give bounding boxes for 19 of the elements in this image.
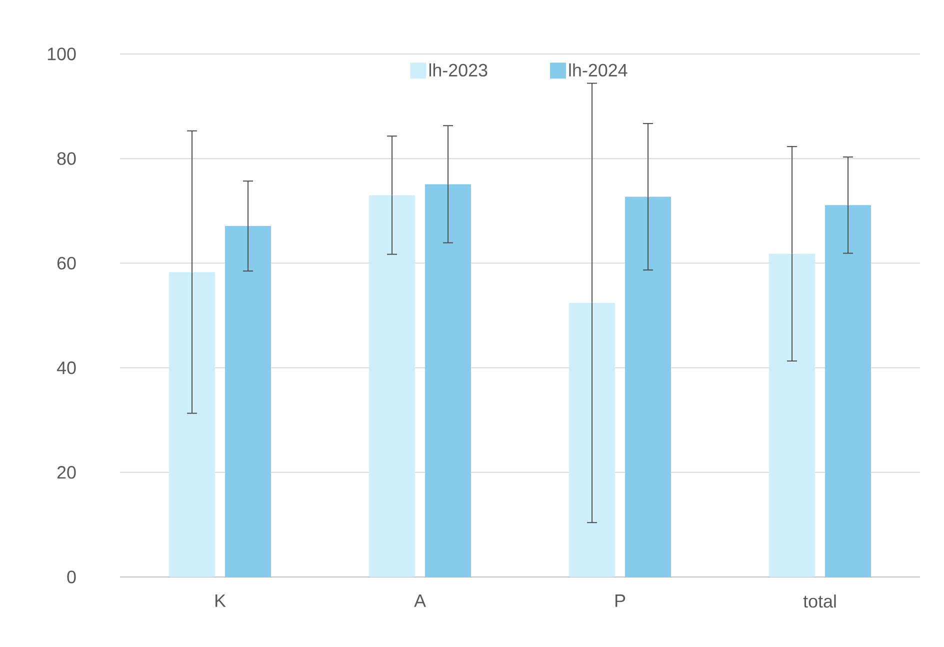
y-tick-label: 20	[57, 466, 76, 479]
bar	[425, 184, 472, 577]
x-tick-label: K	[216, 594, 226, 607]
x-tick-label: A	[414, 594, 426, 607]
legend-label: lh-2023	[429, 63, 488, 77]
y-tick-label: 80	[57, 152, 76, 165]
y-tick-label: 60	[57, 256, 76, 270]
bar	[769, 254, 816, 577]
bar	[369, 195, 416, 577]
y-tick-label: 0	[67, 570, 76, 584]
bar	[225, 226, 272, 577]
bar	[825, 205, 872, 577]
bar	[169, 272, 216, 577]
y-tick-label: 100	[48, 48, 76, 60]
x-tick-label: P	[616, 594, 626, 607]
legend-label: lh-2024	[569, 63, 628, 77]
bar	[625, 196, 672, 577]
x-tick-label: total	[803, 594, 836, 608]
y-tick-label: 40	[56, 361, 76, 374]
